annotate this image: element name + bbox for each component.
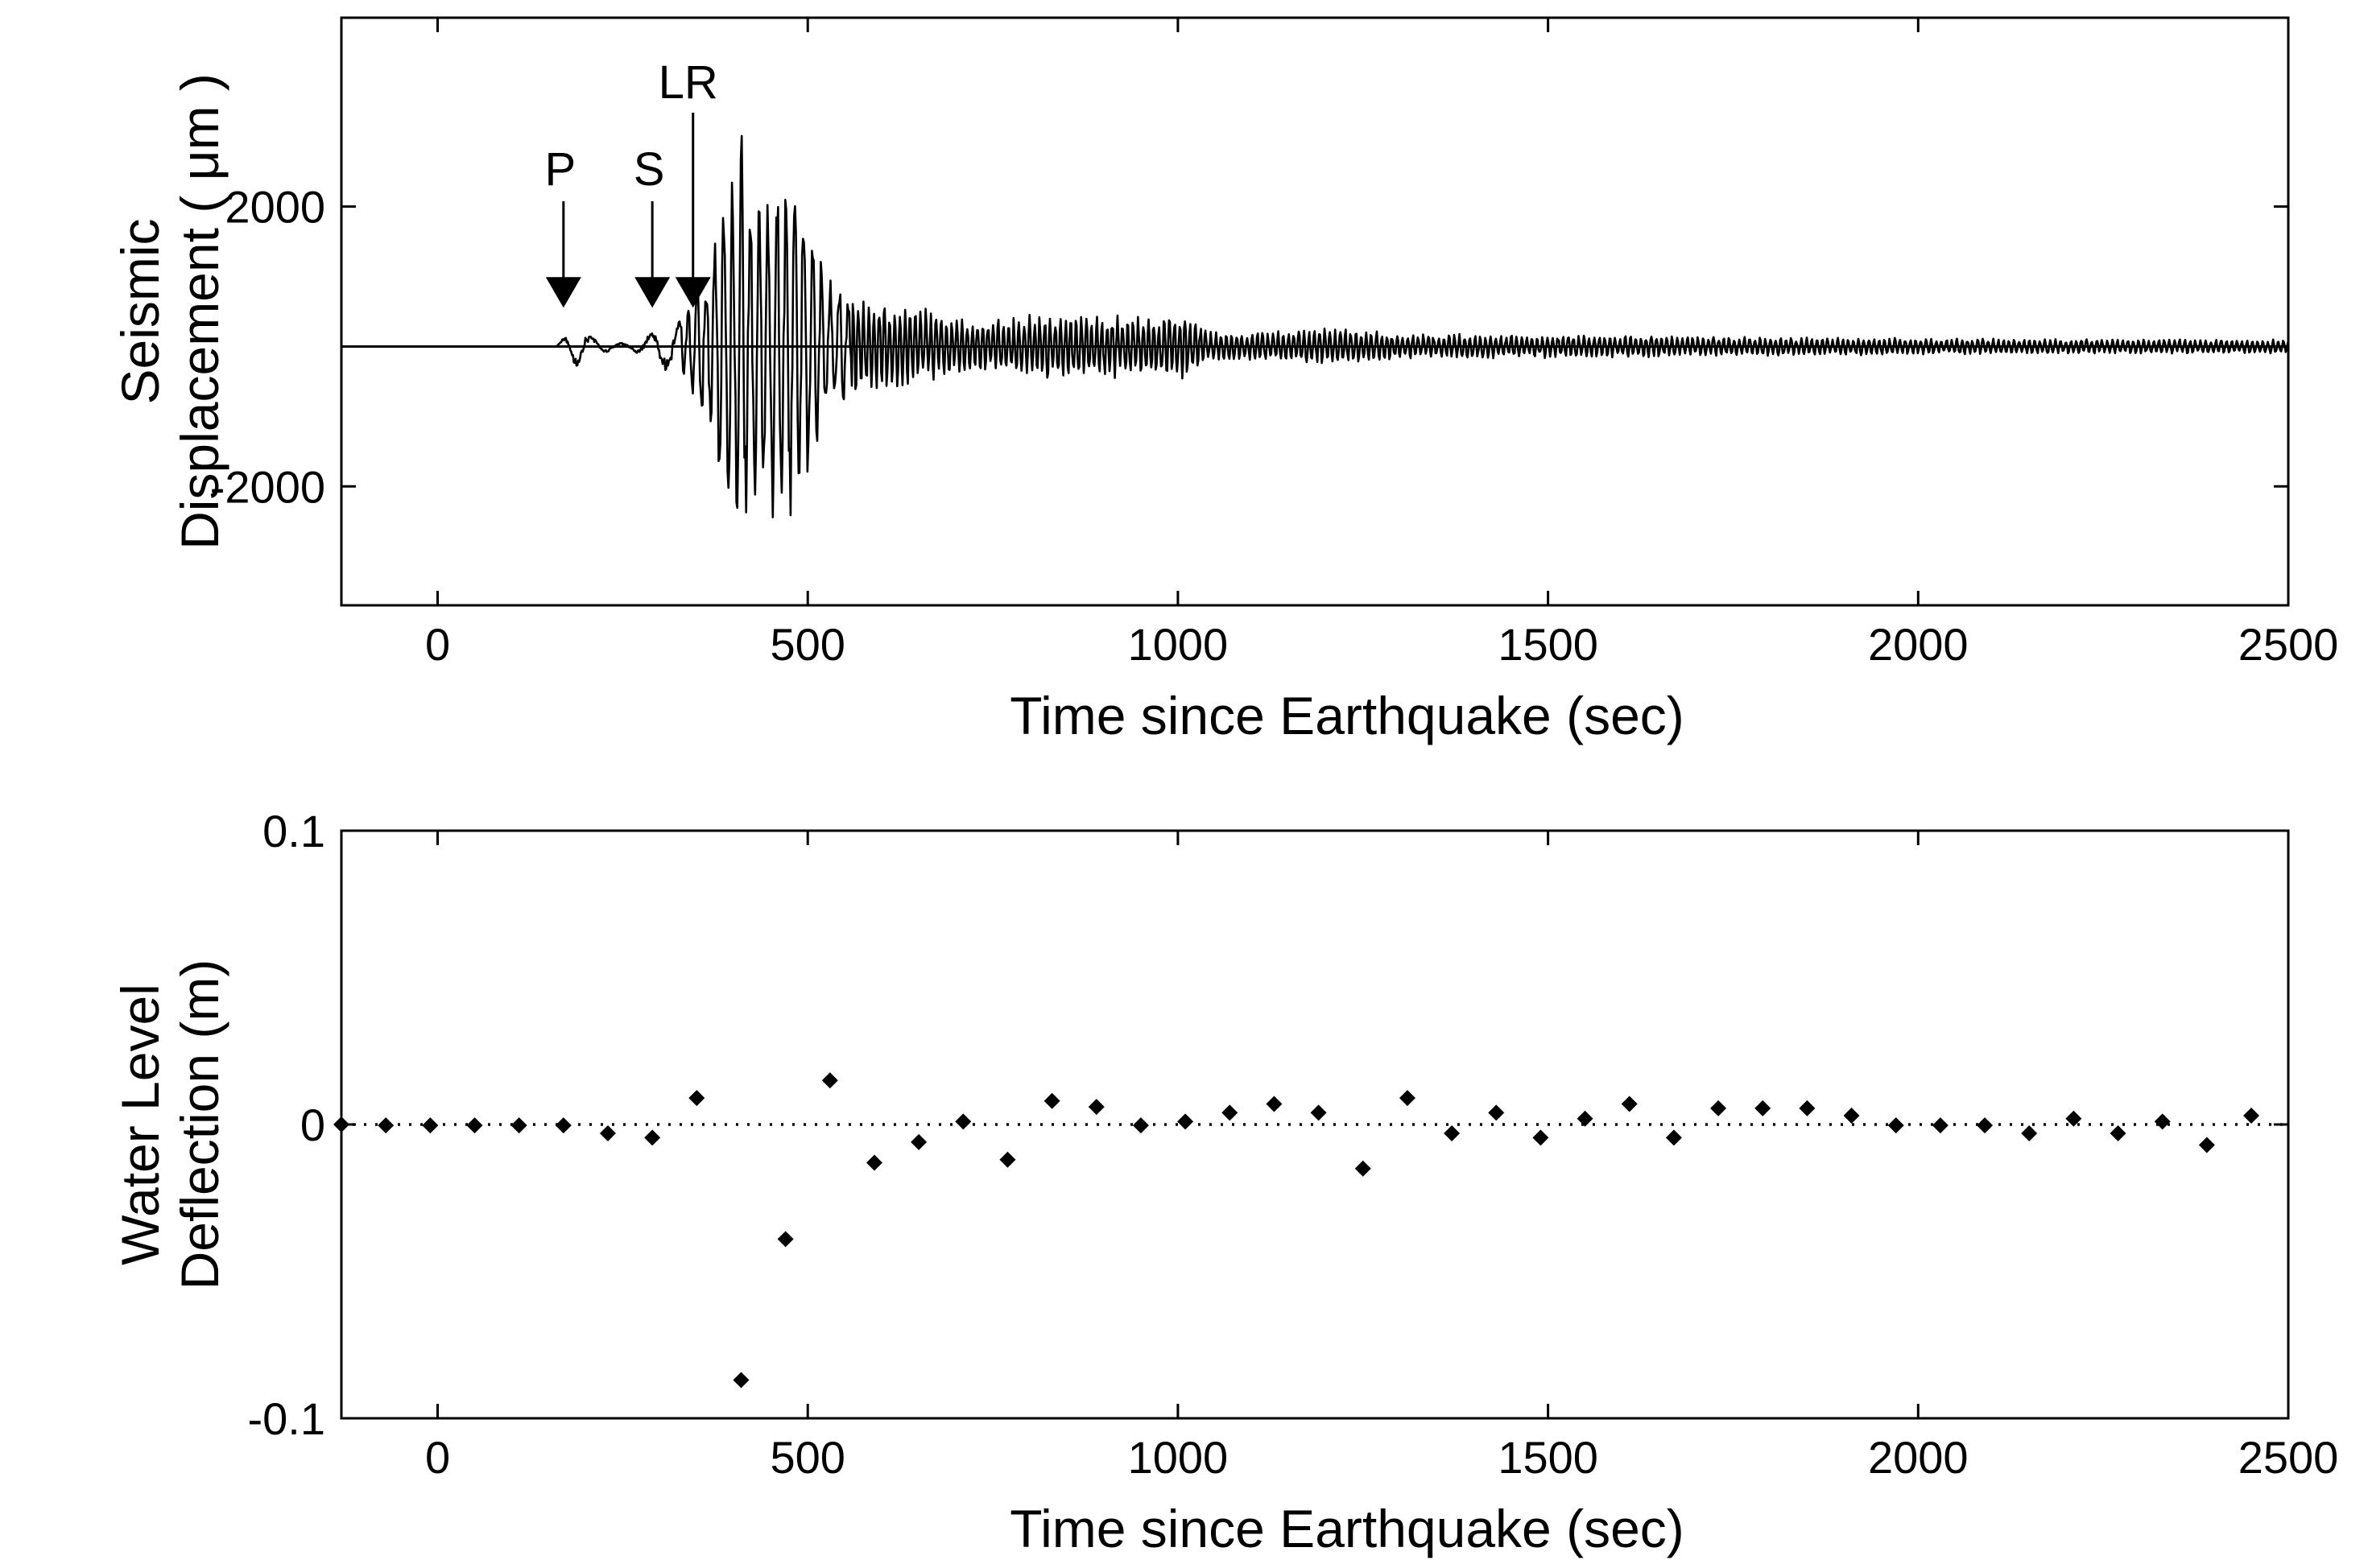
water-level-point [1088,1099,1105,1116]
water-level-point [510,1117,527,1134]
water-level-point [466,1117,483,1134]
x-tick-label: 1500 [1498,1432,1598,1483]
water-level-point [1354,1160,1371,1177]
water-level-point [1132,1117,1149,1134]
water-level-point [2021,1124,2038,1141]
x-tick-label: 2000 [1868,1432,1969,1483]
y-tick-label: -2000 [210,461,325,512]
water-level-point [599,1124,616,1141]
water-level-point [1399,1090,1415,1107]
water-level-point [1043,1092,1060,1109]
water-level-point [1799,1100,1816,1116]
water-level-point [1532,1129,1549,1146]
phase-arrow-head [545,277,581,308]
y-axis-title-line: Water Level [110,984,170,1265]
water-level-point [688,1090,705,1107]
x-tick-label: 2500 [2238,619,2339,670]
y-tick-label: 2000 [225,182,325,233]
water-level-point [644,1129,661,1146]
water-level-point [333,1116,349,1133]
water-level-point [1665,1129,1682,1146]
water-level-point [1887,1117,1904,1134]
x-tick-label: 500 [770,1432,845,1483]
x-tick-label: 500 [770,619,845,670]
x-tick-label: 2500 [2238,1432,2339,1483]
water-level-point [378,1117,395,1134]
phase-label-p: P [544,143,576,196]
y-axis-title: Water LevelDeflection (m) [110,959,229,1290]
y-axis-title-line: Deflection (m) [170,959,229,1290]
water-level-point [1710,1100,1727,1116]
water-level-point [2110,1124,2126,1141]
phase-label-lr: LR [659,56,718,109]
water-level-point [733,1372,750,1389]
plot-frame [340,829,2290,1420]
water-level-point [1177,1113,1194,1130]
x-tick-label: 1000 [1128,1432,1229,1483]
y-tick-label: -0.1 [248,1393,326,1444]
y-axis-title-line: Displacement ( μm ) [170,73,229,550]
x-tick-label: 1000 [1128,619,1229,670]
water-level-point [1577,1110,1593,1127]
water-level-point [955,1113,972,1130]
water-level-point [2198,1137,2215,1153]
x-axis-title: Time since Earthquake (sec) [1010,1499,1684,1558]
water-level-point [2065,1110,2082,1127]
phase-arrow-head [634,277,671,308]
water-level-point [999,1151,1016,1168]
water-level-point [911,1133,928,1150]
water-level-point [821,1072,838,1089]
water-level-point [1754,1100,1771,1116]
y-axis-title-line: Seismic [110,218,170,404]
water-level-point [1932,1117,1949,1134]
water-level-point [1977,1117,1994,1134]
x-tick-label: 1500 [1498,619,1598,670]
x-tick-label: 2000 [1868,619,1969,670]
water-level-point [1266,1096,1283,1112]
seismic-displacement-panel: 0 500 1000 1500 2000 2500 -2000 2000 Time since … [110,16,2339,745]
water-level-point [1444,1124,1461,1141]
water-level-point [1621,1096,1638,1112]
seismic-trace [556,134,2290,518]
plot-frame [340,16,2290,607]
phase-label-s: S [634,143,665,196]
y-tick-label: 0 [300,1100,325,1150]
x-axis-title: Time since Earthquake (sec) [1010,686,1684,745]
water-level-point [555,1117,572,1134]
y-axis-title: SeismicDisplacement ( μm ) [110,73,229,550]
water-level-point [1843,1108,1860,1124]
water-level-deflection-panel: 0 500 1000 1500 2000 2500 -0.1 0 0.1 Time since E… [110,806,2338,1558]
water-level-point [2243,1108,2260,1124]
y-tick-label: 0.1 [262,806,325,856]
water-level-point [2154,1113,2171,1130]
water-level-point [1488,1104,1505,1121]
water-level-point [422,1117,439,1134]
water-level-point [1310,1104,1327,1121]
water-level-point [777,1231,794,1248]
x-tick-label: 0 [425,619,450,670]
water-level-point [866,1154,882,1171]
water-level-point [1221,1104,1238,1121]
x-tick-label: 0 [425,1432,450,1483]
phase-arrow-head [675,277,711,308]
